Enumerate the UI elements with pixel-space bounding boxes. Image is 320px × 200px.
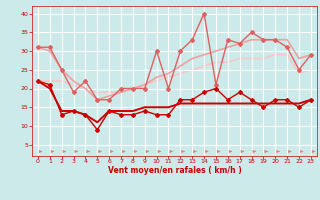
- X-axis label: Vent moyen/en rafales ( km/h ): Vent moyen/en rafales ( km/h ): [108, 166, 241, 175]
